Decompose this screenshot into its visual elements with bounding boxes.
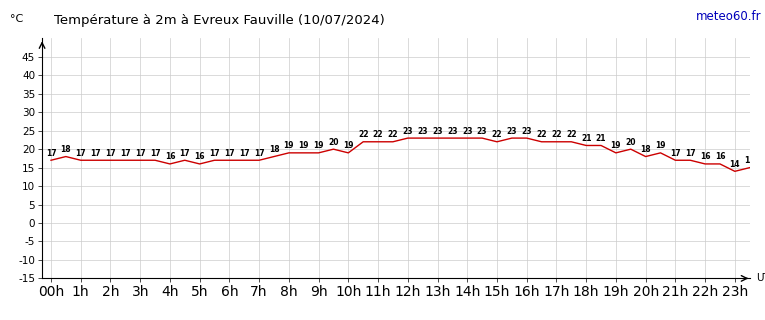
Text: 18: 18 <box>60 145 71 154</box>
Text: 23: 23 <box>506 126 517 135</box>
Text: 17: 17 <box>76 149 86 158</box>
Text: 22: 22 <box>566 130 577 139</box>
Text: 23: 23 <box>477 126 487 135</box>
Text: 22: 22 <box>492 130 503 139</box>
Text: 17: 17 <box>224 149 235 158</box>
Text: 20: 20 <box>328 138 339 147</box>
Text: 23: 23 <box>418 126 428 135</box>
Text: 15: 15 <box>744 156 755 165</box>
Text: 17: 17 <box>180 149 190 158</box>
Text: 23: 23 <box>402 126 413 135</box>
Text: 17: 17 <box>685 149 695 158</box>
Text: 17: 17 <box>254 149 265 158</box>
Text: 18: 18 <box>640 145 651 154</box>
Text: UTC: UTC <box>756 273 765 284</box>
Text: 19: 19 <box>610 141 621 150</box>
Text: 19: 19 <box>656 141 666 150</box>
Text: °C: °C <box>10 14 23 24</box>
Text: 17: 17 <box>46 149 57 158</box>
Text: 22: 22 <box>358 130 369 139</box>
Text: 22: 22 <box>373 130 383 139</box>
Text: 14: 14 <box>730 160 740 169</box>
Text: 19: 19 <box>284 141 294 150</box>
Text: 22: 22 <box>388 130 398 139</box>
Text: meteo60.fr: meteo60.fr <box>695 10 761 23</box>
Text: 22: 22 <box>552 130 562 139</box>
Text: 19: 19 <box>298 141 309 150</box>
Text: 17: 17 <box>239 149 249 158</box>
Text: 20: 20 <box>626 138 636 147</box>
Text: 22: 22 <box>536 130 547 139</box>
Text: 16: 16 <box>194 152 205 161</box>
Text: 16: 16 <box>700 152 711 161</box>
Text: 17: 17 <box>150 149 161 158</box>
Text: 17: 17 <box>135 149 145 158</box>
Text: 17: 17 <box>670 149 681 158</box>
Text: 17: 17 <box>105 149 116 158</box>
Text: 17: 17 <box>90 149 101 158</box>
Text: 19: 19 <box>343 141 353 150</box>
Text: 21: 21 <box>596 134 607 143</box>
Text: 18: 18 <box>269 145 279 154</box>
Text: 23: 23 <box>447 126 457 135</box>
Text: 19: 19 <box>314 141 324 150</box>
Text: 16: 16 <box>164 152 175 161</box>
Text: Température à 2m à Evreux Fauville (10/07/2024): Température à 2m à Evreux Fauville (10/0… <box>54 14 384 28</box>
Text: 17: 17 <box>209 149 220 158</box>
Text: 21: 21 <box>581 134 591 143</box>
Text: 23: 23 <box>462 126 473 135</box>
Text: 23: 23 <box>522 126 532 135</box>
Text: 16: 16 <box>715 152 725 161</box>
Text: 23: 23 <box>432 126 443 135</box>
Text: 17: 17 <box>120 149 131 158</box>
